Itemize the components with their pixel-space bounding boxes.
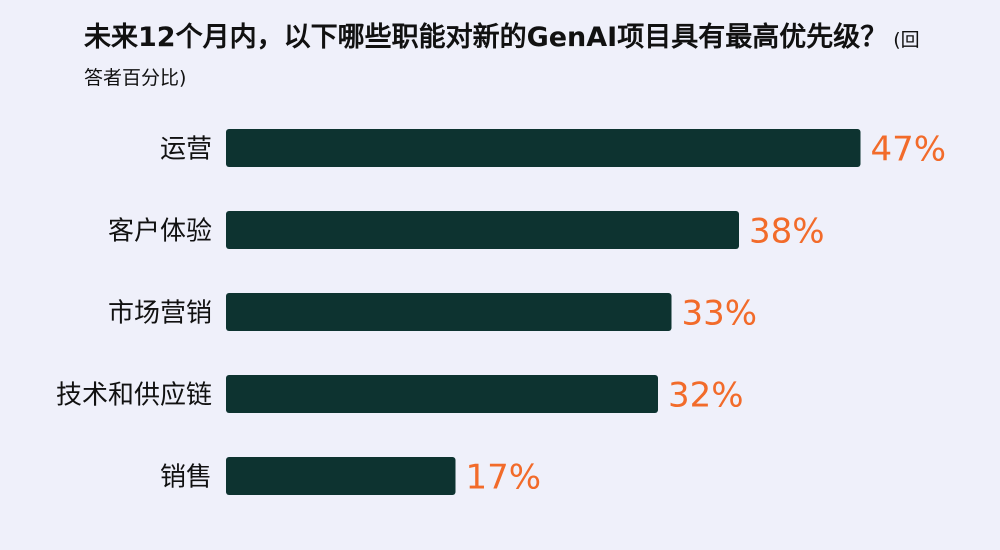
bar xyxy=(226,293,672,331)
category-label: 销售 xyxy=(160,463,212,493)
chart-title-block: 未来12个月内，以下哪些职能对新的GenAI项目具有最高优先级？ (回答者百分比) xyxy=(84,20,924,96)
value-label: 47% xyxy=(871,130,947,170)
category-label: 客户体验 xyxy=(108,217,212,247)
chart-title: 未来12个月内，以下哪些职能对新的GenAI项目具有最高优先级？ xyxy=(84,22,888,53)
value-label: 32% xyxy=(668,376,744,416)
bar xyxy=(226,375,658,413)
bar xyxy=(226,211,739,249)
category-label: 技术和供应链 xyxy=(56,381,212,411)
bar xyxy=(226,129,861,167)
bar xyxy=(226,457,456,495)
chart-subtitle: (回答者百分比) xyxy=(84,29,920,89)
value-label: 33% xyxy=(682,294,758,334)
category-label: 市场营销 xyxy=(108,299,212,329)
value-label: 17% xyxy=(466,458,542,498)
category-label: 运营 xyxy=(160,135,212,165)
value-label: 38% xyxy=(749,212,825,252)
